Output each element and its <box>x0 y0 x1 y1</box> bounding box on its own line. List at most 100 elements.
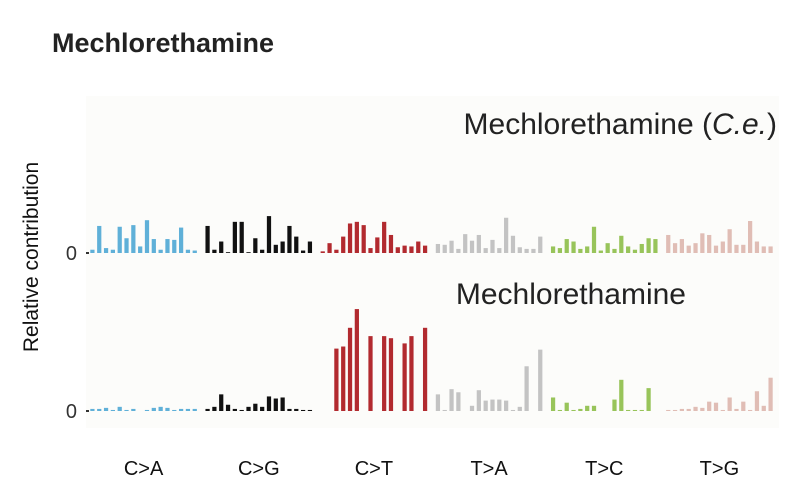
bar-CtoA-12 <box>165 239 170 253</box>
bar-CtoA-9 <box>144 220 150 253</box>
bar-TtoG-11 <box>734 244 739 253</box>
bar-TtoC-10 <box>612 248 617 253</box>
bar-CtoT-11 <box>388 234 394 253</box>
bar-CtoG-15 <box>300 409 306 411</box>
bar-TtoG-1 <box>666 234 671 253</box>
bar-CtoA-10 <box>151 407 156 411</box>
bar-CtoT-3 <box>334 348 339 411</box>
bar-CtoA-13 <box>172 409 177 411</box>
bar-TtoG-2 <box>672 409 678 411</box>
bar-TtoG-15 <box>761 246 766 253</box>
bar-TtoA-11 <box>504 400 509 411</box>
bar-CtoT-15 <box>416 241 421 253</box>
bar-TtoC-1 <box>550 397 556 411</box>
bar-TtoA-13 <box>517 247 522 253</box>
bar-TtoC-12 <box>626 246 631 253</box>
bar-CtoG-9 <box>260 249 265 253</box>
bar-TtoA-4 <box>456 392 461 411</box>
bar-TtoC-9 <box>605 243 610 253</box>
bar-TtoC-8 <box>598 250 603 253</box>
bar-CtoT-12 <box>395 247 400 253</box>
bar-TtoC-15 <box>646 388 651 411</box>
bar-CtoG-10 <box>266 216 272 253</box>
bar-TtoG-4 <box>686 245 691 253</box>
bar-CtoA-5 <box>117 226 122 253</box>
bar-TtoG-3 <box>679 408 685 411</box>
bar-CtoT-13 <box>402 245 407 253</box>
bar-TtoA-2 <box>442 409 447 411</box>
bar-TtoC-5 <box>578 248 583 253</box>
bar-CtoG-6 <box>239 221 244 253</box>
bar-CtoG-5 <box>232 221 237 253</box>
bar-CtoT-3 <box>334 249 339 253</box>
bar-TtoA-1 <box>435 243 441 253</box>
bar-CtoT-13 <box>402 343 407 411</box>
y-tick-label: 0 <box>66 243 77 265</box>
bar-CtoA-4 <box>110 409 115 411</box>
bar-CtoT-6 <box>354 309 359 411</box>
bar-TtoG-4 <box>686 408 691 411</box>
bar-CtoA-2 <box>97 408 102 411</box>
bar-CtoA-8 <box>138 246 143 253</box>
bar-CtoA-5 <box>117 406 122 411</box>
bar-TtoA-6 <box>469 405 475 411</box>
bar-CtoG-10 <box>266 396 272 411</box>
bar-CtoA-14 <box>178 227 184 253</box>
bar-TtoG-7 <box>707 401 712 411</box>
bar-TtoA-4 <box>456 248 461 253</box>
bar-CtoT-5 <box>347 327 353 411</box>
bar-CtoT-8 <box>368 248 373 253</box>
bar-CtoT-6 <box>354 221 359 253</box>
x-category-label: C>A <box>124 458 164 480</box>
bar-TtoG-13 <box>748 409 753 411</box>
bar-CtoA-14 <box>178 408 184 411</box>
bar-CtoT-7 <box>361 225 366 253</box>
bar-TtoA-14 <box>524 366 529 411</box>
bar-TtoG-15 <box>761 405 766 411</box>
bar-CtoA-2 <box>97 225 102 253</box>
bar-CtoA-13 <box>172 239 177 253</box>
bar-CtoT-16 <box>422 245 428 253</box>
bar-TtoC-6 <box>585 405 590 411</box>
bar-CtoG-16 <box>307 409 313 411</box>
bar-CtoA-6 <box>124 409 129 411</box>
bar-CtoG-15 <box>300 250 306 253</box>
bar-TtoA-2 <box>442 244 447 253</box>
bar-TtoG-10 <box>727 229 732 253</box>
bar-TtoC-6 <box>585 246 590 253</box>
bar-TtoC-13 <box>632 249 638 253</box>
bar-TtoA-7 <box>476 234 481 253</box>
bar-TtoA-10 <box>497 248 502 253</box>
bar-CtoT-14 <box>409 246 414 253</box>
bar-TtoG-8 <box>713 402 719 411</box>
bar-CtoA-3 <box>103 248 109 253</box>
bar-TtoA-5 <box>463 234 468 253</box>
bar-TtoG-5 <box>693 406 698 411</box>
bar-CtoT-4 <box>341 346 346 411</box>
bar-TtoC-4 <box>571 409 576 411</box>
bar-TtoG-5 <box>693 243 698 253</box>
bar-TtoA-3 <box>449 240 454 253</box>
bar-CtoG-13 <box>287 225 292 253</box>
bar-TtoA-12 <box>510 409 516 411</box>
panel-title: Mechlorethamine <box>456 278 686 311</box>
bar-TtoG-13 <box>748 221 753 253</box>
bar-TtoC-11 <box>619 379 624 411</box>
bar-CtoA-1 <box>90 249 95 253</box>
bar-TtoC-13 <box>632 409 638 411</box>
bar-TtoA-7 <box>476 390 481 411</box>
bar-TtoG-12 <box>741 401 746 411</box>
bar-CtoG-11 <box>273 244 278 253</box>
bar-CtoA-6 <box>124 238 129 253</box>
bar-CtoG-8 <box>253 403 258 411</box>
figure-title: Mechlorethamine <box>52 28 275 58</box>
bar-TtoG-2 <box>672 243 678 253</box>
bar-TtoC-15 <box>646 238 651 253</box>
bar-TtoA-16 <box>538 236 543 253</box>
x-category-label: C>T <box>355 458 393 480</box>
bar-TtoG-6 <box>700 407 705 411</box>
panel-title: Mechlorethamine (C.e.) <box>464 108 777 141</box>
bar-CtoA-15 <box>185 408 191 411</box>
bar-TtoC-10 <box>612 399 617 411</box>
